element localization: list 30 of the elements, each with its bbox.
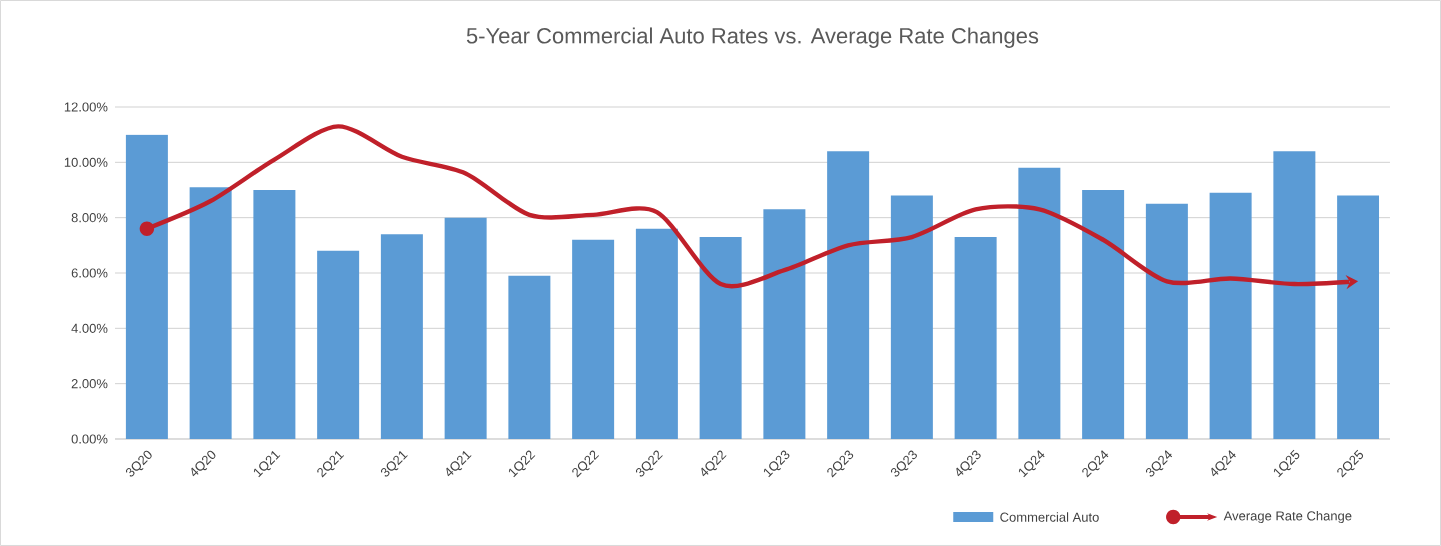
bar xyxy=(890,195,933,439)
bar xyxy=(189,187,232,439)
bar xyxy=(508,275,551,439)
bar xyxy=(317,250,360,439)
y-tick-label: 12.00% xyxy=(64,102,108,112)
bar xyxy=(253,189,296,439)
bar xyxy=(125,134,168,439)
y-tick-label: 2.00% xyxy=(71,379,108,389)
bar xyxy=(1082,189,1125,439)
bar xyxy=(827,151,870,439)
bar xyxy=(1018,167,1061,439)
bar xyxy=(763,209,806,439)
y-tick-label: 8.00% xyxy=(71,213,108,223)
chart-title: 5-Year Commercial Auto Rates vs. Average Rate Changes xyxy=(466,27,1039,48)
y-tick-label: 6.00% xyxy=(71,268,108,278)
legend-label: Average Rate Change xyxy=(1223,510,1352,524)
y-tick-label: 0.00% xyxy=(71,434,108,444)
y-tick-label: 4.00% xyxy=(71,323,108,333)
bar xyxy=(1273,151,1316,439)
y-tick-label: 10.00% xyxy=(64,157,108,167)
bar xyxy=(444,217,487,439)
bar xyxy=(380,234,423,439)
bar xyxy=(954,237,997,439)
bar xyxy=(1145,203,1188,439)
bar xyxy=(1209,192,1252,439)
bar xyxy=(572,239,615,439)
bar xyxy=(635,228,678,439)
bar xyxy=(699,237,742,439)
legend-label: Commercial Auto xyxy=(1000,512,1099,522)
bar xyxy=(1337,195,1380,439)
